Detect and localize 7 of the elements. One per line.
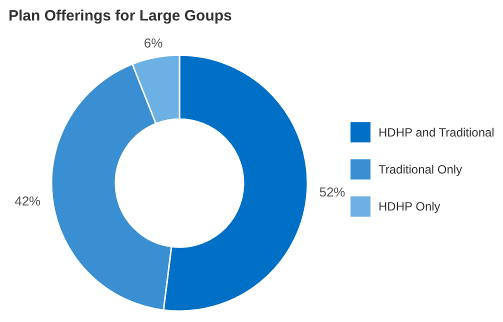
data-label: 52% <box>319 184 346 200</box>
data-label: 6% <box>144 36 164 51</box>
chart-title: Plan Offerings for Large Goups <box>8 8 232 24</box>
legend-label: Traditional Only <box>378 162 462 176</box>
data-label: 42% <box>14 193 42 208</box>
legend-label: HDHP Only <box>378 200 440 214</box>
legend-label: HDHP and Traditional <box>378 125 494 140</box>
